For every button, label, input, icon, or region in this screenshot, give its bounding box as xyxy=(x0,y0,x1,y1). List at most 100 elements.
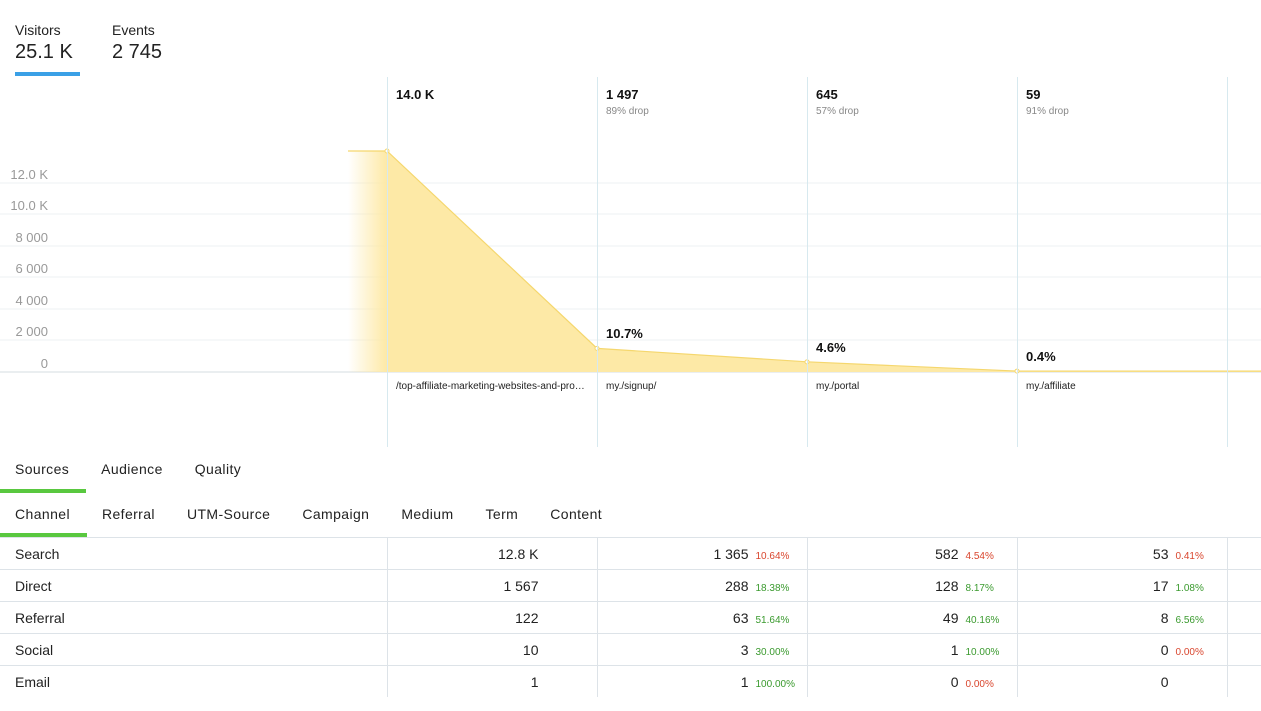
step-count: 14.0 K xyxy=(396,87,435,102)
subtab-term[interactable]: Term xyxy=(485,506,519,522)
y-axis-tick-label: 6 000 xyxy=(15,261,48,276)
tabs-divider xyxy=(0,537,1261,538)
funnel-area xyxy=(387,151,1261,372)
step-value: 1 xyxy=(740,673,749,690)
channel-table: Search 12.8 K 1 365 10.64% 582 4.54% 53 0.41% Di… xyxy=(0,538,1261,697)
y-axis-tick-label: 10.0 K xyxy=(10,198,48,213)
subtab-medium[interactable]: Medium xyxy=(401,506,454,522)
step-value: 582 xyxy=(935,545,959,562)
step-count: 1 497 xyxy=(606,87,639,102)
tab-sources[interactable]: Sources xyxy=(0,461,87,493)
metric-active-indicator xyxy=(15,72,80,76)
table-row[interactable]: Email 1 1 100.00% 0 0.00% 0 xyxy=(0,665,1261,697)
step-cell: 17 1.08% xyxy=(1016,569,1227,602)
channel-name: Direct xyxy=(0,569,387,602)
tab-quality[interactable]: Quality xyxy=(194,461,242,477)
step-value: 0 xyxy=(1160,673,1169,690)
step-value: 63 xyxy=(732,609,749,626)
step-cell: 1 365 10.64% xyxy=(596,538,807,570)
step-value: 1 xyxy=(950,641,959,658)
step-page-label: my./signup/ xyxy=(606,381,657,392)
step-value: 1 365 xyxy=(713,545,749,562)
table-row[interactable]: Referral 122 63 51.64% 49 40.16% 8 6.56% xyxy=(0,601,1261,634)
step-percent: 0.41% xyxy=(1175,550,1204,562)
metric-events[interactable]: Events 2 745 xyxy=(112,22,162,64)
funnel-fade xyxy=(348,151,387,372)
step-cell: 1 10.00% xyxy=(806,633,1017,666)
step1-value: 10 xyxy=(386,633,597,666)
subtab-campaign[interactable]: Campaign xyxy=(302,506,370,522)
subtab-referral[interactable]: Referral xyxy=(101,506,155,522)
step-drop: 57% drop xyxy=(816,106,859,117)
empty-cell xyxy=(1226,633,1261,666)
metric-visitors[interactable]: Visitors 25.1 K xyxy=(15,22,80,76)
step-cell: 3 30.00% xyxy=(596,633,807,666)
funnel-line xyxy=(348,150,1261,372)
step-cell: 1 100.00% xyxy=(596,665,807,697)
channel-name: Social xyxy=(0,633,387,666)
step-cell: 8 6.56% xyxy=(1016,601,1227,634)
funnel-chart xyxy=(0,77,1261,447)
step-percent: 40.16% xyxy=(965,614,1000,626)
step-percent: 6.56% xyxy=(1175,614,1204,626)
tab-audience[interactable]: Audience xyxy=(101,461,163,477)
empty-cell xyxy=(1226,569,1261,602)
step-drop: 89% drop xyxy=(606,106,649,117)
step-percent: 8.17% xyxy=(965,582,994,594)
step-percent: 100.00% xyxy=(755,678,795,690)
primary-tabs: Sources Audience Quality xyxy=(0,461,258,493)
empty-cell xyxy=(1226,538,1261,570)
step-page-label: /top-affiliate-marketing-websites-and-pr… xyxy=(396,381,588,392)
step-cell: 53 0.41% xyxy=(1016,538,1227,570)
y-axis-tick-label: 2 000 xyxy=(15,324,48,339)
secondary-tabs: Channel Referral UTM-Source Campaign Medium T… xyxy=(0,506,619,537)
table-row[interactable]: Social 10 3 30.00% 1 10.00% 0 0.00% xyxy=(0,633,1261,666)
step-cell: 0 0.00% xyxy=(806,665,1017,697)
step-conversion: 10.7% xyxy=(606,326,643,342)
metric-events-value: 2 745 xyxy=(112,41,163,63)
step-percent: 51.64% xyxy=(755,614,790,626)
step-cell: 128 8.17% xyxy=(806,569,1017,602)
metric-visitors-label: Visitors xyxy=(15,22,61,38)
step-value: 53 xyxy=(1152,545,1169,562)
step-percent: 1.08% xyxy=(1175,582,1204,594)
step-value: 49 xyxy=(942,609,959,626)
y-axis-tick-label: 0 xyxy=(40,356,48,371)
step-count: 645 xyxy=(816,87,838,102)
step-conversion: 0.4% xyxy=(1026,349,1056,365)
step-page-label: my./affiliate xyxy=(1026,381,1076,392)
channel-name: Referral xyxy=(0,601,387,634)
y-axis-tick-label: 4 000 xyxy=(15,293,48,308)
step1-value: 1 xyxy=(386,665,597,697)
step-value: 8 xyxy=(1160,609,1169,626)
empty-cell xyxy=(1226,665,1261,697)
step-percent: 10.00% xyxy=(965,646,1000,658)
step-percent: 18.38% xyxy=(755,582,790,594)
metric-events-label: Events xyxy=(112,22,155,38)
subtab-content[interactable]: Content xyxy=(550,506,603,522)
step-value: 0 xyxy=(1160,641,1169,658)
step-drop: 91% drop xyxy=(1026,106,1069,117)
metric-visitors-value: 25.1 K xyxy=(15,41,73,63)
step-value: 3 xyxy=(740,641,749,658)
step-value: 0 xyxy=(950,673,959,690)
step-cell: 582 4.54% xyxy=(806,538,1017,570)
step-cell: 0 xyxy=(1016,665,1227,697)
step-percent: 0.00% xyxy=(965,678,994,690)
step-page-label: my./portal xyxy=(816,381,860,392)
table-row[interactable]: Search 12.8 K 1 365 10.64% 582 4.54% 53 0.41% xyxy=(0,538,1261,570)
y-axis-tick-label: 12.0 K xyxy=(10,167,48,182)
subtab-utm-source[interactable]: UTM-Source xyxy=(186,506,271,522)
step1-value: 122 xyxy=(386,601,597,634)
channel-name: Email xyxy=(15,673,51,690)
step1-value: 1 567 xyxy=(386,569,597,602)
subtab-channel[interactable]: Channel xyxy=(0,506,87,537)
step-percent: 30.00% xyxy=(755,646,790,658)
step-value: 128 xyxy=(935,577,959,594)
step-percent: 0.00% xyxy=(1175,646,1204,658)
table-row[interactable]: Direct 1 567 288 18.38% 128 8.17% 17 1.08% xyxy=(0,569,1261,602)
step-cell: 288 18.38% xyxy=(596,569,807,602)
step-cell: 49 40.16% xyxy=(806,601,1017,634)
empty-cell xyxy=(1226,601,1261,634)
y-axis-tick-label: 8 000 xyxy=(15,230,48,245)
